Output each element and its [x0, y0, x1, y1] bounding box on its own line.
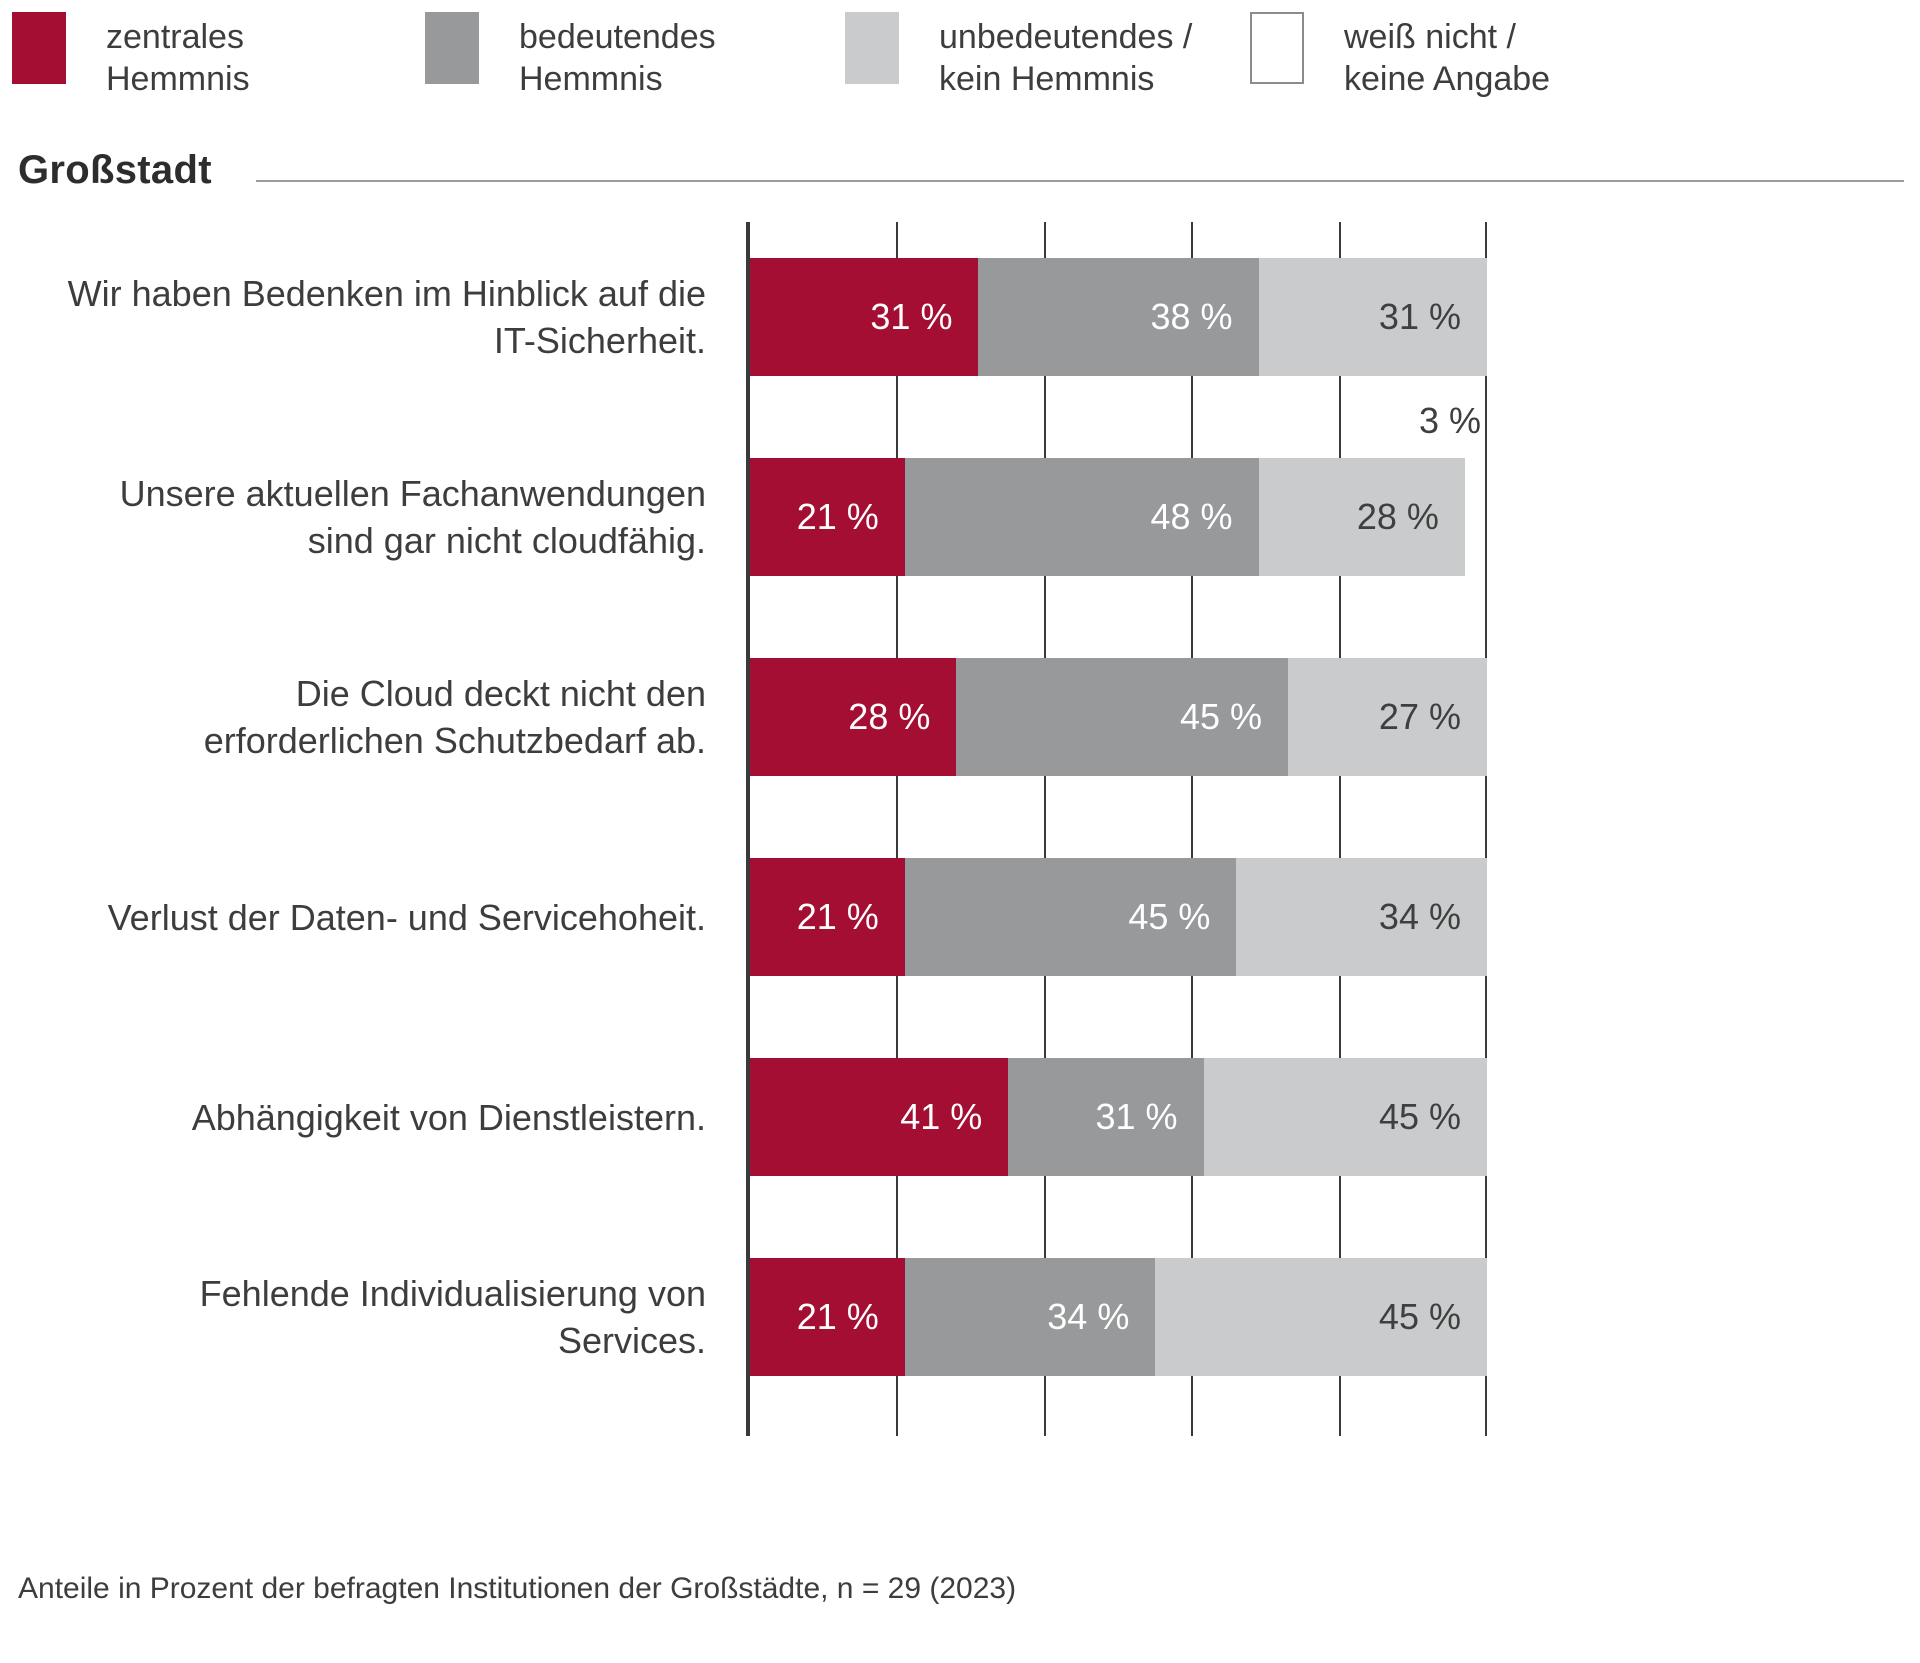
gridline-60	[1191, 222, 1194, 1436]
category-label: Fehlende Individualisierung von Services…	[199, 1273, 706, 1361]
bar-segment: 45 %	[1203, 1058, 1488, 1176]
bar-row: 21 % 34 % 45 %	[750, 1258, 1487, 1376]
value-label: 3 %	[1418, 400, 1481, 441]
gridline-100	[1485, 222, 1487, 1436]
category-label: Die Cloud deckt nicht den erforderlichen…	[203, 673, 706, 761]
legend-item-weiss-nicht: weiß nicht / keine Angabe	[1250, 12, 1550, 100]
legend-swatch-zentrales-hemmnis	[12, 12, 66, 84]
bar-row: 31 % 38 % 31 %	[750, 258, 1487, 376]
gridline-20	[896, 222, 899, 1436]
legend-label-line: zentrales	[106, 18, 244, 56]
bar-segment: 21 %	[750, 858, 905, 976]
value-label: 31 %	[1095, 1096, 1178, 1137]
value-label: 28 %	[848, 696, 931, 737]
value-label: 45 %	[1128, 896, 1211, 937]
category-label: Verlust der Daten- und Servicehoheit.	[107, 896, 706, 938]
legend-label-line: keine Angabe	[1344, 60, 1551, 98]
bar-row: 41 % 31 % 45 %	[750, 1058, 1488, 1176]
plot-area: 31 % 38 % 31 % 3 % 21 % 48 % 28 % 28 % 45 % 27 % 2…	[750, 222, 1488, 1436]
category-labels-column: Wir haben Bedenken im Hinblick auf die I…	[0, 222, 706, 1436]
value-label: 48 %	[1150, 496, 1233, 537]
value-label: 45 %	[1378, 1296, 1461, 1337]
value-label: 27 %	[1378, 696, 1461, 737]
legend-swatch-weiss-nicht	[1250, 12, 1304, 84]
bar-segment: 34 %	[904, 1258, 1156, 1376]
value-label: 34 %	[1378, 896, 1461, 937]
value-label: 45 %	[1378, 1096, 1462, 1137]
bar-segment: 31 %	[1008, 1058, 1204, 1176]
legend-item-unbedeutendes-hemmnis: unbedeutendes / kein Hemmnis	[845, 12, 1192, 100]
value-label: 28 %	[1356, 496, 1439, 537]
value-label: 31 %	[1378, 296, 1461, 337]
legend-item-bedeutendes-hemmnis: bedeutendes Hemmnis	[425, 12, 716, 100]
legend-label-line: bedeutendes	[519, 18, 716, 56]
bar-segment: 45 %	[956, 658, 1288, 776]
value-label: 21 %	[796, 1296, 879, 1337]
bar-segment: 31 %	[1258, 258, 1487, 376]
bar-segment	[1465, 458, 1487, 576]
category-label: Abhängigkeit von Dienstleistern.	[191, 1096, 706, 1138]
value-label: 21 %	[796, 496, 879, 537]
legend-label: unbedeutendes / kein Hemmnis	[939, 12, 1192, 100]
gridline-80	[1338, 222, 1341, 1436]
value-label: 41 %	[900, 1096, 983, 1137]
footer-note: Anteile in Prozent der befragten Institu…	[18, 1572, 1017, 1605]
legend-label-line: kein Hemmnis	[939, 60, 1155, 98]
bar-segment: 41 %	[750, 1058, 1009, 1176]
legend-label: bedeutendes Hemmnis	[519, 12, 716, 100]
bar-segment: 48 %	[904, 458, 1259, 576]
category-label: Wir haben Bedenken im Hinblick auf die I…	[67, 273, 706, 361]
bar-row: 28 % 45 % 27 %	[750, 658, 1487, 776]
bar-segment: 45 %	[1155, 1258, 1487, 1376]
legend-label-line: Hemmnis	[106, 60, 250, 98]
legend-label-line: weiß nicht /	[1344, 18, 1516, 56]
legend-label: weiß nicht / keine Angabe	[1344, 12, 1550, 100]
category-label: Unsere aktuellen Fachanwendungen sind ga…	[119, 473, 706, 561]
bar-segment: 34 %	[1236, 858, 1487, 976]
bar-row: 21 % 45 % 34 %	[750, 858, 1487, 976]
bar-segment: 45 %	[904, 858, 1237, 976]
title-row: Großstadt	[18, 148, 1904, 193]
y-axis-line	[746, 222, 750, 1436]
value-label: 21 %	[796, 896, 879, 937]
title-rule	[255, 180, 1904, 182]
value-label: 34 %	[1047, 1296, 1130, 1337]
bar-segment: 21 %	[750, 458, 905, 576]
value-label: 31 %	[870, 296, 953, 337]
bar-segment: 28 %	[1258, 458, 1465, 576]
gridline-40	[1043, 222, 1046, 1436]
legend-label-line: unbedeutendes /	[939, 18, 1193, 56]
bar-row: 21 % 48 % 28 %	[750, 458, 1487, 576]
bar-segment: 38 %	[978, 258, 1259, 376]
bar-segment: 28 %	[750, 658, 957, 776]
legend-swatch-bedeutendes-hemmnis	[425, 12, 479, 84]
legend-item-zentrales-hemmnis: zentrales Hemmnis	[12, 12, 250, 100]
bar-segment: 27 %	[1288, 658, 1487, 776]
legend-swatch-unbedeutendes-hemmnis	[845, 12, 899, 84]
chart-title: Großstadt	[18, 148, 212, 192]
legend-label-line: Hemmnis	[519, 60, 663, 98]
value-label: 45 %	[1179, 696, 1262, 737]
value-label: 38 %	[1150, 296, 1233, 337]
legend-label: zentrales Hemmnis	[106, 12, 250, 100]
bar-segment: 21 %	[750, 1258, 905, 1376]
bar-segment: 31 %	[750, 258, 979, 376]
